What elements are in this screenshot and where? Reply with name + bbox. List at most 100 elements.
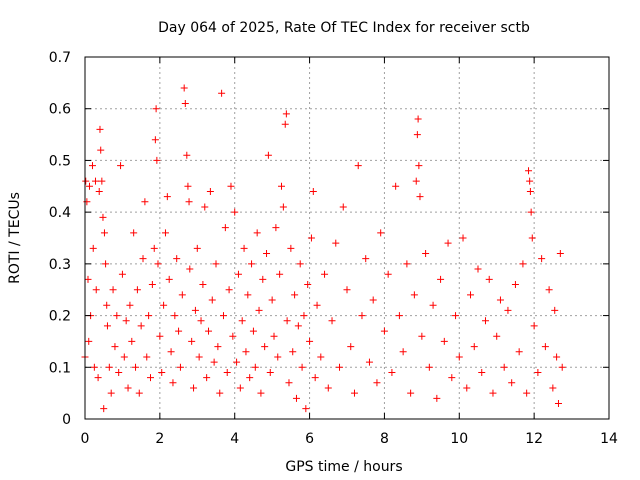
data-point xyxy=(317,353,325,361)
data-point xyxy=(354,162,362,170)
data-point xyxy=(332,239,340,247)
data-point xyxy=(519,260,527,268)
data-point xyxy=(268,296,276,304)
data-point xyxy=(197,317,205,325)
data-point xyxy=(407,389,415,397)
data-point xyxy=(350,389,358,397)
data-point xyxy=(218,89,226,97)
data-point xyxy=(515,348,523,356)
data-point xyxy=(120,353,128,361)
data-point xyxy=(175,327,183,335)
data-point xyxy=(219,312,227,320)
data-point xyxy=(92,286,100,294)
data-point xyxy=(556,250,564,258)
data-point xyxy=(229,332,237,340)
data-point xyxy=(276,270,284,278)
y-tick-label: 0.5 xyxy=(49,153,71,169)
data-point xyxy=(528,234,536,242)
data-point xyxy=(452,312,460,320)
data-point xyxy=(534,368,542,376)
data-point xyxy=(85,182,93,190)
data-point xyxy=(191,306,199,314)
data-point xyxy=(225,286,233,294)
data-point xyxy=(496,296,504,304)
data-point xyxy=(500,363,508,371)
data-point xyxy=(274,353,282,361)
data-point xyxy=(216,389,224,397)
data-point xyxy=(416,193,424,201)
data-point xyxy=(190,384,198,392)
data-point xyxy=(167,348,175,356)
data-point xyxy=(154,260,162,268)
data-point xyxy=(467,291,475,299)
data-point xyxy=(440,337,448,345)
data-point xyxy=(291,291,299,299)
data-point xyxy=(328,317,336,325)
data-point xyxy=(292,394,300,402)
data-point xyxy=(289,348,297,356)
data-point xyxy=(130,229,138,237)
data-point xyxy=(413,131,421,139)
data-point xyxy=(437,275,445,283)
data-point xyxy=(152,105,160,113)
data-point xyxy=(279,203,287,211)
data-point xyxy=(113,312,121,320)
data-point xyxy=(448,374,456,382)
data-point xyxy=(511,281,519,289)
data-point xyxy=(558,363,566,371)
data-point xyxy=(282,110,290,118)
data-point xyxy=(463,384,471,392)
data-point xyxy=(203,374,211,382)
data-point xyxy=(124,384,132,392)
x-tick-label: 6 xyxy=(305,431,314,447)
data-point xyxy=(553,353,561,361)
data-point xyxy=(369,296,377,304)
data-point xyxy=(410,291,418,299)
data-point xyxy=(307,234,315,242)
data-point xyxy=(551,306,559,314)
y-tick-label: 0.2 xyxy=(49,309,71,325)
data-point xyxy=(180,84,188,92)
data-point xyxy=(214,343,222,351)
data-point xyxy=(298,363,306,371)
data-point xyxy=(455,353,463,361)
data-point xyxy=(133,286,141,294)
data-point xyxy=(336,363,344,371)
y-tick-label: 0 xyxy=(62,412,71,428)
data-point xyxy=(185,198,193,206)
data-point xyxy=(392,182,400,190)
data-point xyxy=(249,327,257,335)
data-point xyxy=(208,296,216,304)
data-point xyxy=(147,374,154,382)
data-point xyxy=(343,286,351,294)
data-point xyxy=(100,229,108,237)
data-point xyxy=(527,208,535,216)
data-point xyxy=(98,177,106,185)
data-point xyxy=(347,343,355,351)
data-point xyxy=(266,368,274,376)
data-point xyxy=(221,224,229,232)
data-point xyxy=(485,275,493,283)
data-point xyxy=(183,151,191,159)
data-point xyxy=(89,244,97,252)
data-point xyxy=(538,255,546,263)
data-point xyxy=(549,384,557,392)
data-point xyxy=(253,229,261,237)
data-point xyxy=(474,265,482,273)
data-point xyxy=(526,177,534,185)
data-point xyxy=(425,363,433,371)
data-point xyxy=(82,177,90,185)
data-point xyxy=(525,167,533,175)
data-point xyxy=(158,368,166,376)
data-point xyxy=(193,244,201,252)
data-point xyxy=(139,255,147,263)
data-point xyxy=(244,291,252,299)
y-axis-label: ROTI / TECUs xyxy=(7,192,23,284)
data-point xyxy=(251,363,259,371)
x-tick-label: 0 xyxy=(81,431,90,447)
data-point xyxy=(283,317,291,325)
data-point xyxy=(270,332,278,340)
data-point xyxy=(384,270,392,278)
data-point xyxy=(195,353,203,361)
data-point xyxy=(508,379,516,387)
